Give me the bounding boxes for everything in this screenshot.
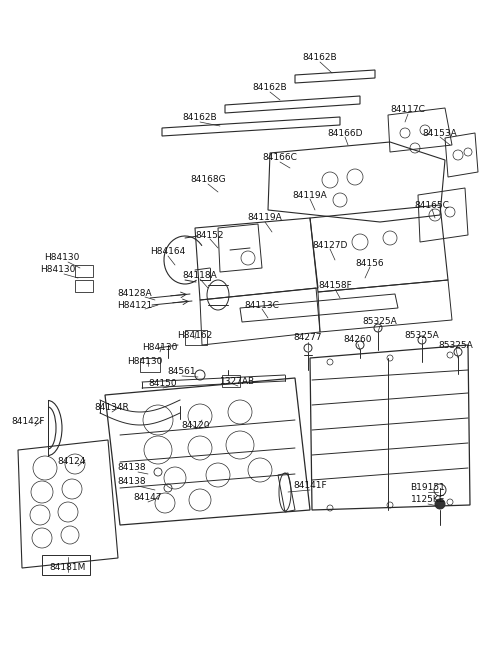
Text: H84130: H84130 xyxy=(44,253,80,262)
Text: 84166C: 84166C xyxy=(263,154,298,163)
Bar xyxy=(185,330,207,345)
Bar xyxy=(140,358,160,372)
Text: 84153A: 84153A xyxy=(422,129,457,138)
Text: 85325A: 85325A xyxy=(439,340,473,350)
Text: 1327AB: 1327AB xyxy=(220,377,255,386)
Text: B19151: B19151 xyxy=(410,483,445,493)
Text: 84119A: 84119A xyxy=(293,190,327,199)
Text: 84561: 84561 xyxy=(168,367,196,377)
Text: 84181M: 84181M xyxy=(50,564,86,573)
Text: 84134R: 84134R xyxy=(95,403,130,413)
Text: 84156: 84156 xyxy=(356,258,384,268)
Text: H84130: H84130 xyxy=(142,344,178,352)
Text: H84162: H84162 xyxy=(178,331,213,340)
Text: 84141F: 84141F xyxy=(293,482,327,491)
Text: 84277: 84277 xyxy=(294,333,322,342)
Text: 84166D: 84166D xyxy=(327,129,363,138)
Bar xyxy=(42,555,90,575)
Text: 84128A: 84128A xyxy=(118,289,152,298)
Text: 84158F: 84158F xyxy=(318,281,352,289)
Bar xyxy=(75,265,93,277)
Text: 84147: 84147 xyxy=(134,493,162,502)
Bar xyxy=(75,280,93,292)
Text: 84162B: 84162B xyxy=(252,83,288,92)
Text: 84168G: 84168G xyxy=(190,176,226,184)
Text: 85325A: 85325A xyxy=(362,318,397,327)
Text: 84117C: 84117C xyxy=(391,106,425,115)
Text: 84260: 84260 xyxy=(344,335,372,344)
Text: 84118A: 84118A xyxy=(182,270,217,279)
Text: 84152: 84152 xyxy=(196,230,224,239)
Bar xyxy=(222,375,240,387)
Text: 84124: 84124 xyxy=(58,457,86,466)
Text: H84130: H84130 xyxy=(127,358,163,367)
Text: 85325A: 85325A xyxy=(405,331,439,340)
Text: 84127D: 84127D xyxy=(312,241,348,249)
Text: 84150: 84150 xyxy=(149,380,177,388)
Text: 84142F: 84142F xyxy=(11,417,45,426)
Text: 84162B: 84162B xyxy=(183,113,217,123)
Circle shape xyxy=(435,499,445,509)
Text: 84138: 84138 xyxy=(118,478,146,487)
Text: H84130: H84130 xyxy=(40,266,76,274)
Text: 1125KE: 1125KE xyxy=(411,495,445,504)
Text: 84113C: 84113C xyxy=(245,300,279,310)
Text: 84165C: 84165C xyxy=(415,201,449,209)
Text: 84162B: 84162B xyxy=(303,54,337,62)
Text: H84164: H84164 xyxy=(150,247,186,256)
Text: 84120: 84120 xyxy=(182,420,210,430)
Text: H84121: H84121 xyxy=(118,300,153,310)
Text: 84119A: 84119A xyxy=(248,213,282,222)
Text: 84138: 84138 xyxy=(118,464,146,472)
